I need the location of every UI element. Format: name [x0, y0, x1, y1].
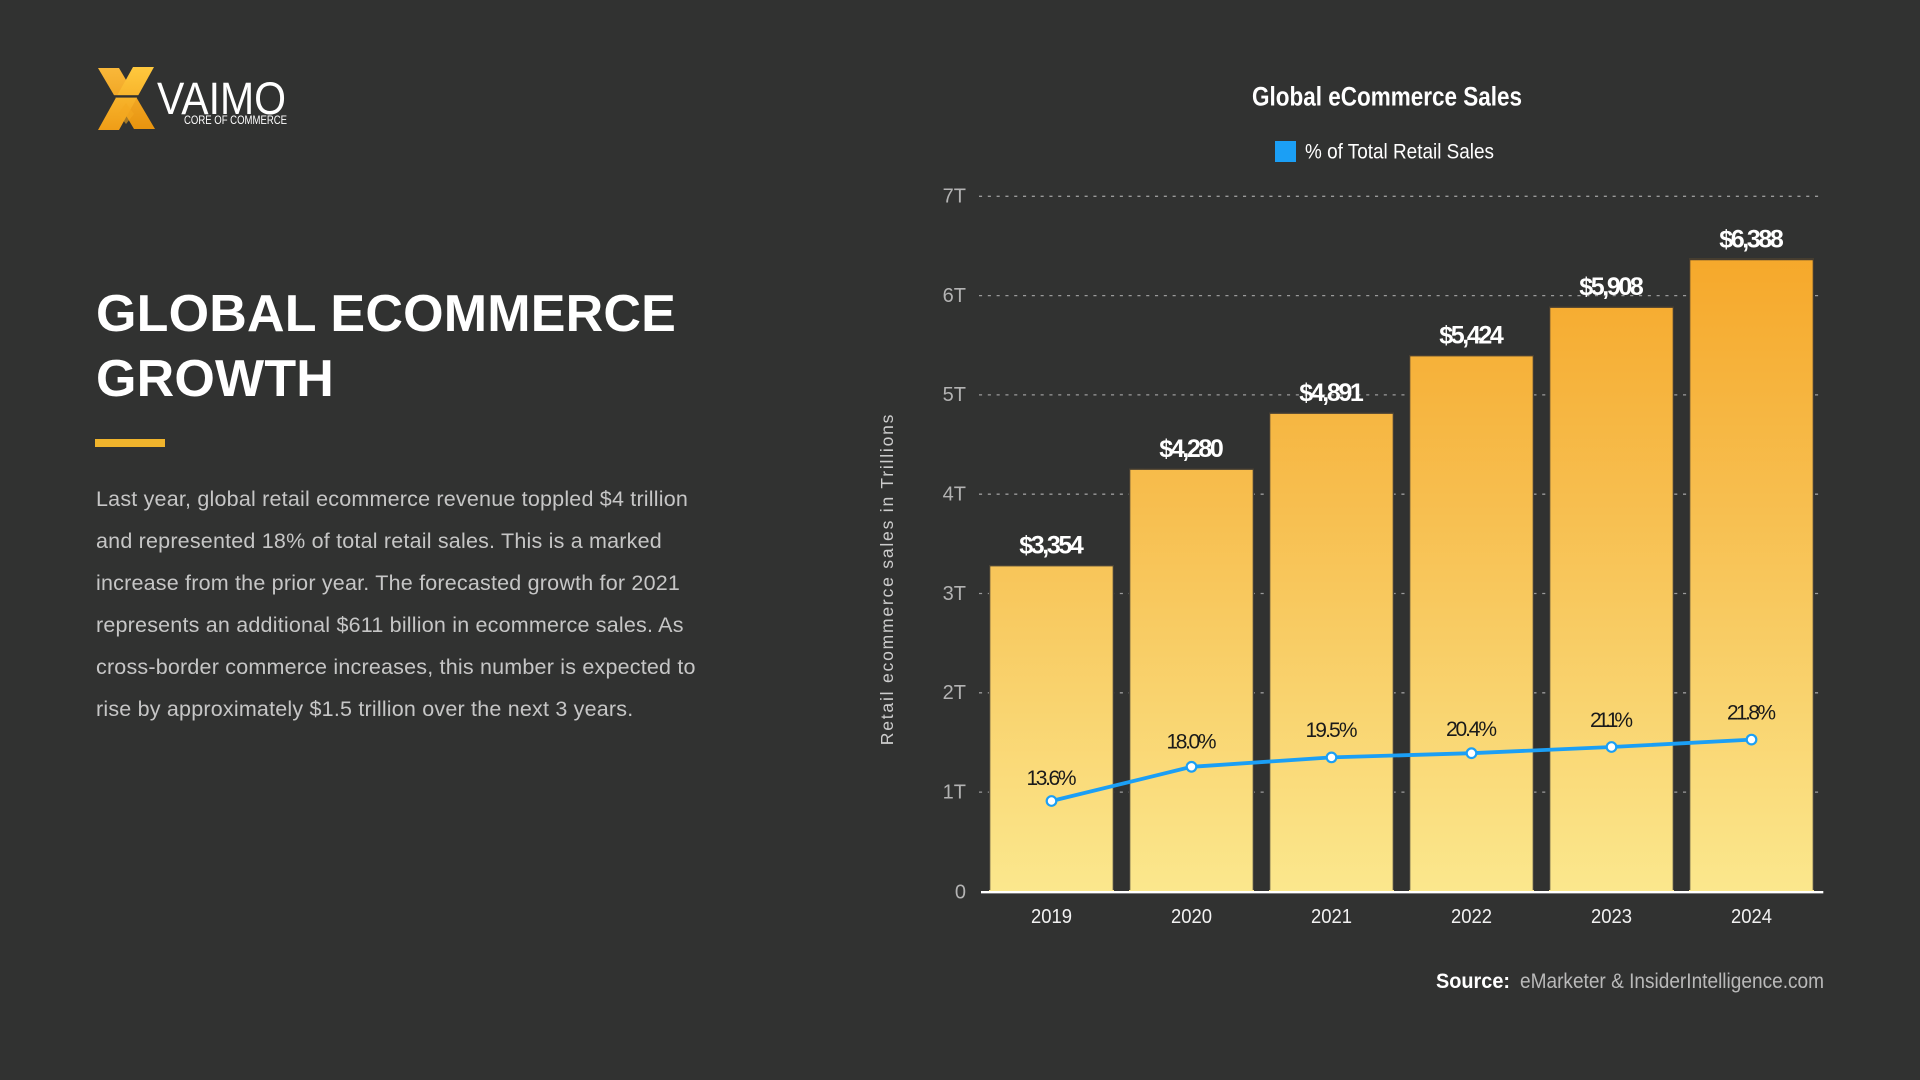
svg-text:18.0%: 18.0%	[1167, 730, 1217, 753]
svg-text:2021: 2021	[1311, 906, 1352, 928]
svg-text:2T: 2T	[943, 682, 966, 704]
svg-text:21.8%: 21.8%	[1727, 702, 1776, 725]
svg-text:13.6%: 13.6%	[1027, 767, 1077, 790]
svg-text:Retail ecommerce sales in Tril: Retail ecommerce sales in Trillions	[877, 413, 897, 745]
svg-text:eMarketer & InsiderIntelligenc: eMarketer & InsiderIntelligence.com	[1520, 970, 1824, 993]
svg-text:21.1%: 21.1%	[1590, 709, 1633, 732]
svg-text:5T: 5T	[943, 384, 966, 406]
svg-text:2019: 2019	[1031, 906, 1072, 928]
svg-text:0: 0	[955, 881, 966, 903]
svg-text:Source:: Source:	[1436, 970, 1510, 993]
svg-text:2024: 2024	[1731, 906, 1772, 928]
svg-text:2020: 2020	[1171, 906, 1212, 928]
svg-text:VAIMO: VAIMO	[157, 73, 286, 124]
svg-text:CORE OF COMMERCE: CORE OF COMMERCE	[184, 113, 287, 127]
svg-text:2023: 2023	[1591, 906, 1632, 928]
svg-text:6T: 6T	[943, 285, 966, 307]
svg-text:$6,388: $6,388	[1719, 225, 1784, 253]
svg-text:19.5%: 19.5%	[1306, 719, 1358, 742]
svg-text:Global eCommerce Sales: Global eCommerce Sales	[1252, 82, 1522, 112]
svg-text:% of Total Retail Sales: % of Total Retail Sales	[1305, 141, 1494, 164]
svg-text:$5,908: $5,908	[1579, 273, 1644, 301]
svg-text:20.4%: 20.4%	[1446, 718, 1497, 741]
svg-text:2022: 2022	[1451, 906, 1492, 928]
svg-text:$3,354: $3,354	[1019, 532, 1084, 560]
svg-text:3T: 3T	[943, 583, 966, 605]
svg-text:$5,424: $5,424	[1439, 322, 1504, 350]
svg-text:1T: 1T	[943, 781, 966, 803]
svg-text:$4,280: $4,280	[1159, 435, 1224, 463]
svg-text:7T: 7T	[943, 186, 966, 208]
svg-text:$4,891: $4,891	[1299, 379, 1364, 407]
svg-text:4T: 4T	[943, 484, 966, 506]
